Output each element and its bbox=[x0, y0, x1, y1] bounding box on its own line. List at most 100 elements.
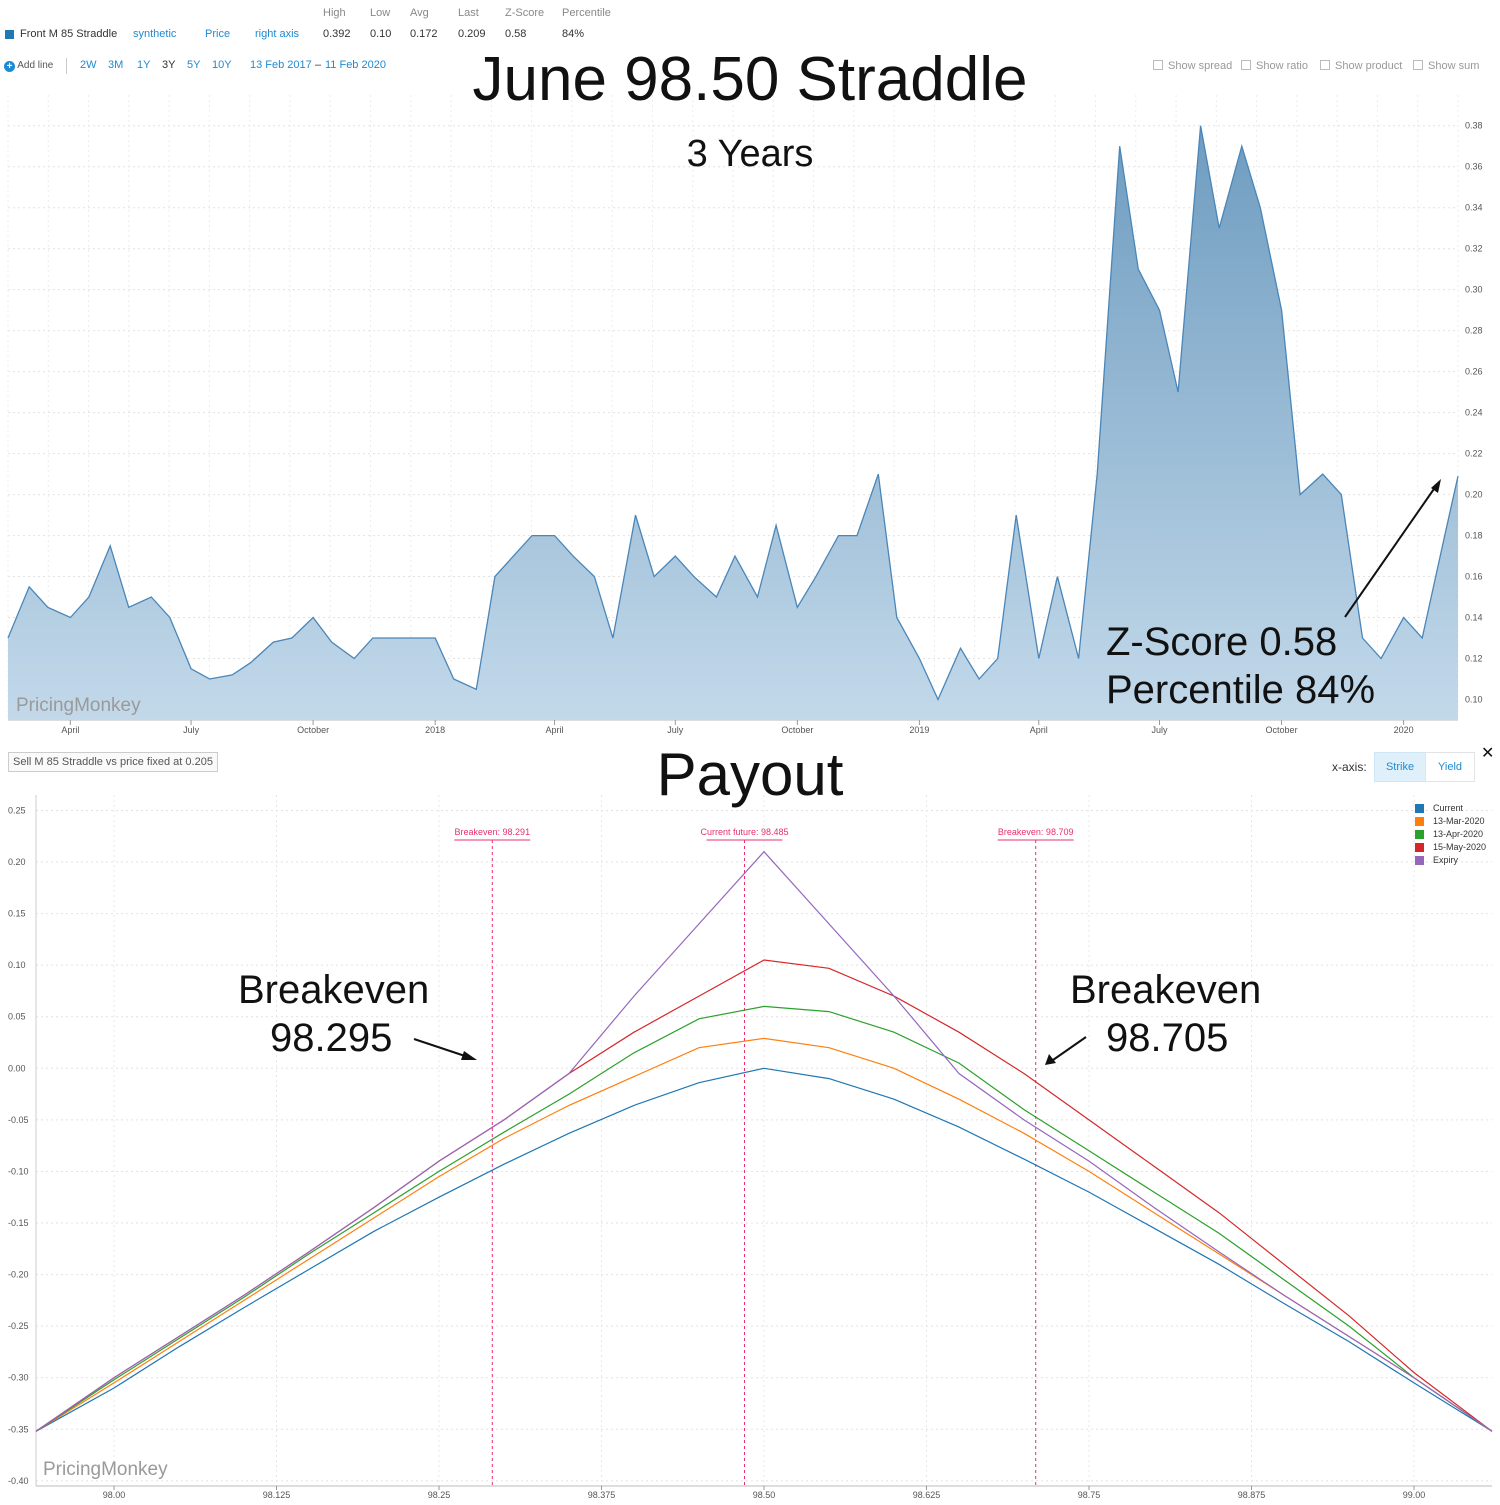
x-tick-label: October bbox=[297, 725, 329, 735]
y-tick-label: -0.10 bbox=[8, 1166, 29, 1176]
xaxis-yield-button[interactable]: Yield bbox=[1425, 752, 1475, 782]
checkbox-box bbox=[1320, 60, 1330, 70]
range-5y[interactable]: 5Y bbox=[187, 59, 201, 71]
y-tick-label: 0.05 bbox=[8, 1012, 26, 1022]
x-tick-label: 98.25 bbox=[428, 1490, 451, 1500]
series-line-expiry bbox=[35, 850, 1493, 1432]
legend-label-current: Current bbox=[1433, 803, 1464, 813]
stat-value-avg: 0.172 bbox=[410, 28, 438, 40]
x-tick-label: 99.00 bbox=[1403, 1490, 1426, 1500]
close-icon[interactable]: ✕ bbox=[1481, 745, 1495, 762]
show-product-checkbox[interactable]: Show product bbox=[1320, 60, 1402, 72]
xaxis-strike-button[interactable]: Strike bbox=[1374, 752, 1426, 782]
breakeven-right-value: 98.705 bbox=[1106, 1016, 1229, 1060]
stat-value-high: 0.392 bbox=[323, 28, 351, 40]
xaxis-label: x-axis: bbox=[1332, 760, 1367, 774]
stat-label-zscore: Z-Score bbox=[505, 7, 545, 19]
checkbox-box bbox=[1413, 60, 1423, 70]
x-tick-label: 98.00 bbox=[103, 1490, 126, 1500]
history-area-chart: 0.10 0.12 0.14 0.16 0.18 0.20 0.22 0.24 0.26 0.28… bbox=[7, 95, 1483, 735]
y-tick-label: -0.15 bbox=[8, 1218, 29, 1228]
add-line-button[interactable]: + Add line bbox=[4, 60, 53, 72]
legend-swatch-may bbox=[1415, 843, 1424, 852]
axis-link[interactable]: right axis bbox=[255, 28, 300, 40]
x-tick-label: 98.625 bbox=[913, 1490, 941, 1500]
y-tick-label: 0.16 bbox=[1465, 572, 1483, 582]
y-tick-label: 0.18 bbox=[1465, 531, 1483, 541]
x-tick-label: April bbox=[546, 725, 564, 735]
y-tick-label: 0.36 bbox=[1465, 162, 1483, 172]
percentile-annotation: Percentile 84% bbox=[1106, 668, 1376, 712]
watermark-top: PricingMonkey bbox=[16, 695, 141, 716]
y-tick-label: 0.26 bbox=[1465, 367, 1483, 377]
breakeven-left-value: 98.295 bbox=[270, 1016, 393, 1060]
range-3m[interactable]: 3M bbox=[108, 59, 124, 71]
add-line-label: Add line bbox=[17, 60, 54, 71]
show-ratio-checkbox[interactable]: Show ratio bbox=[1241, 60, 1308, 72]
y-tick-label: 0.38 bbox=[1465, 121, 1483, 131]
series-line-13-mar-2020 bbox=[35, 1037, 1493, 1432]
marker-label: Current future: 98.485 bbox=[700, 827, 788, 837]
y-tick-label: 0.20 bbox=[8, 857, 26, 867]
y-tick-label: -0.40 bbox=[8, 1476, 29, 1486]
y-tick-label: 0.25 bbox=[8, 805, 26, 815]
plus-circle-icon: + bbox=[4, 61, 15, 72]
show-product-label: Show product bbox=[1335, 60, 1403, 72]
y-tick-label: 0.15 bbox=[8, 909, 26, 919]
stat-label-last: Last bbox=[458, 7, 479, 19]
x-tick-label: 98.75 bbox=[1078, 1490, 1101, 1500]
y-tick-label: 0.24 bbox=[1465, 408, 1483, 418]
legend-label-may: 15-May-2020 bbox=[1433, 842, 1487, 852]
x-tick-label: 2020 bbox=[1394, 725, 1414, 735]
y-tick-label: 0.28 bbox=[1465, 326, 1483, 336]
y-tick-label: -0.30 bbox=[8, 1373, 29, 1383]
stat-value-zscore: 0.58 bbox=[505, 28, 527, 40]
range-1y[interactable]: 1Y bbox=[137, 59, 151, 71]
show-sum-checkbox[interactable]: Show sum bbox=[1413, 60, 1479, 72]
range-2w[interactable]: 2W bbox=[80, 59, 97, 71]
y-tick-label: -0.35 bbox=[8, 1424, 29, 1434]
stat-value-last: 0.209 bbox=[458, 28, 486, 40]
y-tick-label: 0.10 bbox=[8, 960, 26, 970]
x-tick-label: April bbox=[1030, 725, 1048, 735]
stat-value-percentile: 84% bbox=[562, 28, 585, 40]
series-line bbox=[7, 125, 1459, 702]
y-tick-label: 0.22 bbox=[1465, 449, 1483, 459]
legend-label-expiry: Expiry bbox=[1433, 855, 1459, 865]
stat-label-percentile: Percentile bbox=[562, 7, 611, 19]
stat-label-avg: Avg bbox=[410, 7, 429, 19]
area-fill bbox=[8, 125, 1458, 720]
x-tick-label: 2018 bbox=[425, 725, 445, 735]
y-tick-label: -0.05 bbox=[8, 1115, 29, 1125]
range-3y[interactable]: 3Y bbox=[162, 59, 176, 71]
type-link[interactable]: synthetic bbox=[133, 28, 177, 40]
range-10y[interactable]: 10Y bbox=[212, 59, 232, 71]
series-swatch bbox=[5, 30, 14, 39]
checkbox-box bbox=[1241, 60, 1251, 70]
checkbox-box bbox=[1153, 60, 1163, 70]
date-from[interactable]: 13 Feb 2017 bbox=[250, 59, 312, 71]
strategy-label-box[interactable]: Sell M 85 Straddle vs price fixed at 0.2… bbox=[8, 752, 218, 772]
x-tick-label: July bbox=[1152, 725, 1169, 735]
marker-label: Breakeven: 98.291 bbox=[455, 827, 531, 837]
toolbar-divider bbox=[66, 58, 67, 74]
stat-label-high: High bbox=[323, 7, 346, 19]
show-spread-checkbox[interactable]: Show spread bbox=[1153, 60, 1232, 72]
x-tick-label: April bbox=[61, 725, 79, 735]
series-line-current bbox=[35, 1067, 1493, 1432]
chart-title: June 98.50 Straddle bbox=[472, 45, 1028, 114]
x-tick-label: 98.125 bbox=[263, 1490, 291, 1500]
x-tick-label: July bbox=[183, 725, 200, 735]
y-tick-label: 0.12 bbox=[1465, 654, 1483, 664]
show-sum-label: Show sum bbox=[1428, 60, 1480, 72]
stat-label-low: Low bbox=[370, 7, 391, 19]
date-to[interactable]: 11 Feb 2020 bbox=[325, 59, 386, 71]
field-link[interactable]: Price bbox=[205, 28, 231, 40]
y-tick-label: 0.32 bbox=[1465, 244, 1483, 254]
y-tick-label: 0.10 bbox=[1465, 695, 1483, 705]
strategy-label: Sell M 85 Straddle vs price fixed at 0.2… bbox=[13, 756, 213, 768]
chart-subtitle: 3 Years bbox=[686, 133, 814, 175]
legend-label-mar: 13-Mar-2020 bbox=[1433, 816, 1485, 826]
